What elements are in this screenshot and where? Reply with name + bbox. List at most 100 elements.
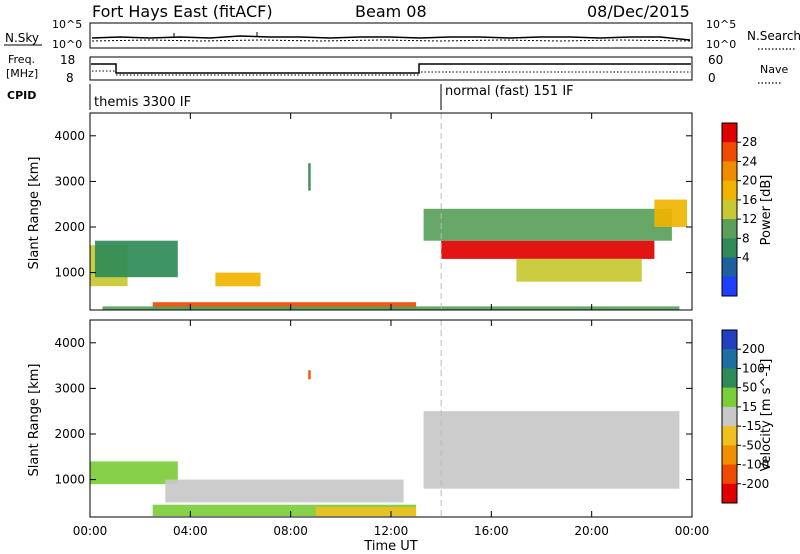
colorbar-swatch [722,483,737,504]
velocity-y-ticks: 1000 2000 3000 4000 [54,336,692,487]
colorbar-swatch [722,330,737,350]
data-region [441,240,655,259]
velocity-colorbar-swatches [722,330,737,504]
colorbar-swatch [722,464,737,485]
colorbar-tick-label: 12 [742,212,757,226]
station-title: Fort Hays East (fitACF) [92,2,273,21]
noise-sky-line [91,35,691,41]
y-tick-label: 4000 [54,129,85,143]
colorbar-swatch [722,406,737,427]
x-tick-label: 16:00 [474,524,509,538]
colorbar-tick-label: 8 [742,231,750,245]
data-region [654,199,687,227]
data-region [315,507,417,517]
colorbar-swatch [722,387,737,408]
nave-line [92,70,691,76]
freq-label-2: [MHz] [6,67,38,80]
colorbar-swatch [722,199,737,220]
colorbar-swatch [722,349,737,369]
data-region [423,411,680,489]
y-tick-label: 2000 [54,427,85,441]
frequency-panel: Freq. [MHz] 18 8 60 0 Nave [6,53,788,85]
colorbar-tick-label: 100 [742,361,765,375]
power-colorbar-ticks: 28 24 20 16 12 8 4 [737,135,757,265]
noise-left-tick-bottom: 10^0 [52,38,82,51]
colorbar-tick-label: -15 [742,419,762,433]
colorbar-tick-label: 28 [742,135,757,149]
y-tick-label: 4000 [54,336,85,350]
y-tick-label: 3000 [54,174,85,188]
noise-panel: N.Sky 10^5 10^0 10^5 10^0 N.Search [4,18,800,51]
x-tick-label: 00:00 [675,524,710,538]
nsky-label: N.Sky [5,31,39,45]
x-tick-label: 12:00 [374,524,409,538]
data-region [516,258,642,282]
cpid-mode-themis: themis 3300 IF [94,95,191,110]
colorbar-swatch [722,142,737,162]
colorbar-swatch [722,257,737,278]
power-colorbar: 28 24 20 16 12 8 4 Power [dB] [721,122,774,297]
x-tick-label: 00:00 [73,524,108,538]
colorbar-swatch [722,445,737,466]
velocity-data [90,370,680,517]
nsearch-label: N.Search [747,29,800,43]
x-axis-title: Time UT [363,539,417,554]
x-tick-label: 04:00 [173,524,208,538]
beam-label: Beam 08 [355,2,427,21]
y-tick-label: 3000 [54,381,85,395]
cpid-label: CPID [7,89,36,102]
frequency-line [91,63,691,74]
colorbar-tick-label: 24 [742,154,757,168]
data-region [308,163,311,191]
cpid-panel: CPID themis 3300 IF normal (fast) 151 IF [7,84,574,110]
data-region [152,504,417,517]
power-data [90,163,687,310]
colorbar-tick-label: -100 [742,458,769,472]
data-region [423,208,672,241]
y-tick-label: 1000 [54,473,85,487]
nave-label: Nave [760,63,788,76]
freq-label-1: Freq. [8,53,35,66]
noise-left-tick-top: 10^5 [52,18,82,31]
colorbar-swatch [722,368,737,389]
colorbar-tick-label: 50 [742,381,757,395]
velocity-colorbar-ticks: 200 100 50 15 -15 -50 -100 -200 [737,342,769,491]
y-tick-label: 1000 [54,266,85,280]
x-tick-label: 20:00 [574,524,609,538]
noise-search-line [91,39,691,42]
freq-left-tick-bottom: 8 [66,71,74,85]
velocity-colorbar-label-text: Velocity [m s^-1] [759,359,774,472]
colorbar-tick-label: -50 [742,438,762,452]
velocity-y-title: Slant Range [km] [27,364,42,477]
freq-right-tick-top: 60 [708,53,723,67]
colorbar-swatch [722,180,737,201]
power-y-title: Slant Range [km] [27,157,42,270]
colorbar-tick-label: 16 [742,193,757,207]
date-label: 08/Dec/2015 [587,2,690,21]
colorbar-tick-label: 20 [742,174,757,188]
colorbar-tick-label: 15 [742,400,757,414]
colorbar-swatch [722,219,737,239]
colorbar-swatch [722,161,737,182]
power-colorbar-swatches [722,123,737,297]
x-tick-label: 08:00 [273,524,308,538]
data-region [165,479,404,503]
power-panel: 1000 2000 3000 4000 Slant Range [km] [27,112,693,311]
data-region [308,370,311,380]
noise-right-tick-bottom: 10^0 [706,38,736,51]
colorbar-tick-label: 4 [742,251,750,265]
y-tick-label: 2000 [54,220,85,234]
power-y-ticks: 1000 2000 3000 4000 [54,129,692,280]
freq-right-tick-bottom: 0 [708,71,716,85]
colorbar-swatch [722,276,737,297]
data-region [95,240,178,278]
x-axis-ticks: 00:00 04:00 08:00 12:00 16:00 20:00 00:00 [73,113,710,538]
noise-right-tick-top: 10^5 [706,18,736,31]
freq-left-tick-top: 18 [60,53,75,67]
data-region [90,461,178,485]
data-region [152,302,417,309]
data-region [215,272,261,287]
velocity-colorbar: 200 100 50 15 -15 -50 -100 -200 Velocity [m s^-… [721,329,774,504]
